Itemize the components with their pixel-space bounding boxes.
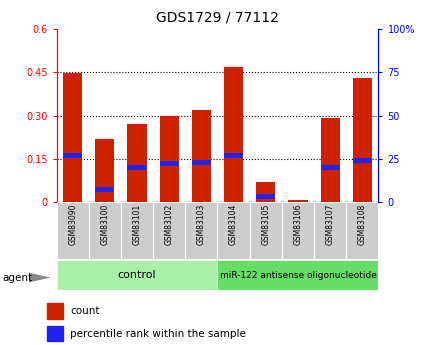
Text: GSM83090: GSM83090 <box>68 204 77 245</box>
Bar <box>121 202 153 259</box>
Text: GDS1729 / 77112: GDS1729 / 77112 <box>156 10 278 24</box>
Text: GSM83101: GSM83101 <box>132 204 141 245</box>
Text: agent: agent <box>2 273 32 283</box>
Text: control: control <box>118 270 156 280</box>
Text: GSM83105: GSM83105 <box>261 204 270 245</box>
Text: GSM83106: GSM83106 <box>293 204 302 245</box>
Text: GSM83104: GSM83104 <box>229 204 237 245</box>
Bar <box>95 139 114 202</box>
Bar <box>345 202 378 259</box>
Text: GSM83108: GSM83108 <box>357 204 366 245</box>
Bar <box>191 110 210 202</box>
Bar <box>185 202 217 259</box>
Bar <box>191 159 210 165</box>
Polygon shape <box>29 273 50 282</box>
Bar <box>352 78 371 202</box>
Bar <box>313 202 345 259</box>
Bar <box>153 202 185 259</box>
Bar <box>95 187 114 193</box>
Bar <box>281 202 313 259</box>
Text: miR-122 antisense oligonucleotide: miR-122 antisense oligonucleotide <box>219 270 375 280</box>
Bar <box>217 260 378 290</box>
Bar <box>47 326 62 342</box>
Bar <box>127 124 146 202</box>
Text: GSM83102: GSM83102 <box>164 204 173 245</box>
Bar <box>47 303 62 319</box>
Bar <box>256 194 275 199</box>
Bar <box>159 161 178 167</box>
Text: count: count <box>70 306 99 316</box>
Bar <box>352 158 371 163</box>
Text: GSM83100: GSM83100 <box>100 204 109 245</box>
Bar <box>159 116 178 202</box>
Bar <box>63 152 82 158</box>
Bar <box>89 202 121 259</box>
Bar <box>56 202 89 259</box>
Bar <box>288 199 307 202</box>
Bar <box>320 165 339 170</box>
Bar <box>127 165 146 170</box>
Bar <box>249 202 281 259</box>
Bar <box>320 118 339 202</box>
Bar <box>256 182 275 202</box>
Text: GSM83107: GSM83107 <box>325 204 334 245</box>
Text: percentile rank within the sample: percentile rank within the sample <box>70 329 246 339</box>
Bar <box>63 73 82 202</box>
Bar <box>56 260 217 290</box>
Bar <box>224 67 243 202</box>
Bar <box>224 152 243 158</box>
Text: GSM83103: GSM83103 <box>197 204 205 245</box>
Bar <box>217 202 249 259</box>
